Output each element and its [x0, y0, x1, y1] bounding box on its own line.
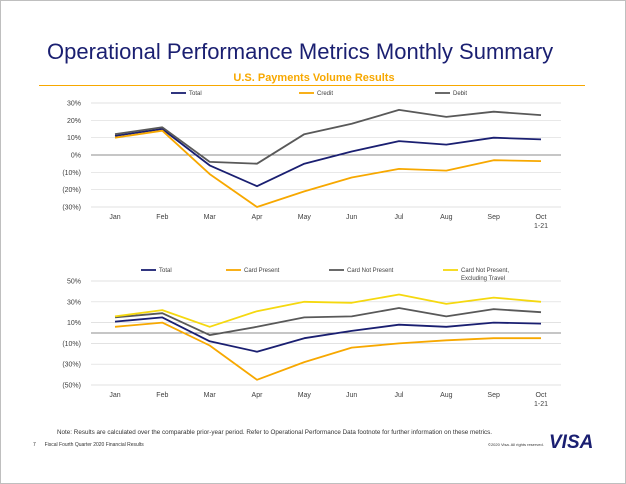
legend-label: Excluding Travel: [461, 276, 505, 282]
chart-card-present-not-present: 50% 30% 10% (10%) (30%) (50%) Jan Feb Mar Apr May J…: [62, 268, 561, 408]
x-tick-label: May: [298, 214, 312, 221]
page-title: Operational Performance Metrics Monthly …: [47, 39, 554, 64]
chart-total-credit-debit: 30% 20% 10% 0% (10%) (20%) (30%) Jan Feb Mar Apr Ma…: [62, 91, 561, 230]
page-number: 7: [33, 442, 36, 448]
copyright: ©2020 Visa. All rights reserved.: [488, 442, 544, 447]
legend-label: Total: [159, 268, 172, 274]
y-tick-label: (30%): [62, 362, 81, 369]
y-tick-label: (30%): [62, 205, 81, 212]
x-tick-label: Oct: [536, 214, 547, 221]
y-tick-label: 20%: [67, 118, 81, 125]
x-tick-label: Sep: [487, 392, 500, 399]
x-tick-label: Apr: [252, 214, 264, 221]
x-tick-label: Jan: [109, 392, 120, 399]
y-tick-label: (20%): [62, 187, 81, 194]
x-tick-label: Jul: [395, 392, 404, 399]
series-line-card-not-present: [114, 307, 542, 336]
title-divider: [39, 85, 585, 86]
x-tick-label: 1-21: [534, 223, 548, 230]
legend-label: Total: [189, 91, 202, 97]
legend-label: Card Not Present: [347, 268, 394, 274]
visa-logo-text: VISA: [549, 432, 593, 453]
x-tick-label: Apr: [252, 392, 264, 399]
x-tick-label: Mar: [204, 392, 217, 399]
y-tick-label: 30%: [67, 299, 81, 306]
y-tick-label: 50%: [67, 279, 81, 286]
x-tick-label: Oct: [536, 392, 547, 399]
footer-text: Fiscal Fourth Quarter 2020 Financial Res…: [44, 442, 144, 448]
legend-label: Card Not Present,: [461, 268, 509, 274]
x-tick-label: Jun: [346, 392, 357, 399]
x-tick-label: Feb: [156, 392, 168, 399]
x-tick-label: Jul: [395, 214, 404, 221]
x-tick-label: Jan: [109, 214, 120, 221]
legend-label: Debit: [453, 91, 467, 97]
x-tick-label: Mar: [204, 214, 217, 221]
x-tick-label: 1-21: [534, 401, 548, 408]
series-line-debit: [114, 108, 542, 165]
x-tick-label: Aug: [440, 392, 453, 399]
y-tick-label: (50%): [62, 383, 81, 390]
x-tick-label: Feb: [156, 214, 168, 221]
section-subtitle: U.S. Payments Volume Results: [233, 72, 395, 84]
footnote: Note: Results are calculated over the co…: [57, 429, 493, 436]
x-tick-label: Aug: [440, 214, 453, 221]
page-footer: 7 Fiscal Fourth Quarter 2020 Financial R…: [33, 442, 144, 448]
series-line-card-not-present-excluding-travel: [114, 293, 542, 328]
y-tick-label: 30%: [67, 101, 81, 108]
y-tick-label: (10%): [62, 170, 81, 177]
legend-label: Card Present: [244, 268, 280, 274]
visa-logo: VISA: [549, 432, 593, 453]
y-tick-label: 0%: [71, 153, 81, 160]
x-tick-label: Sep: [487, 214, 500, 221]
series-line-card-present: [114, 321, 541, 381]
y-tick-label: 10%: [67, 135, 81, 142]
series-line-total: [114, 316, 542, 353]
x-tick-label: May: [298, 392, 312, 399]
y-tick-label: (10%): [62, 341, 81, 348]
y-tick-label: 10%: [67, 320, 81, 327]
series-line-total: [114, 128, 542, 188]
series-line-credit: [114, 129, 542, 208]
legend-label: Credit: [317, 91, 333, 97]
x-tick-label: Jun: [346, 214, 357, 221]
